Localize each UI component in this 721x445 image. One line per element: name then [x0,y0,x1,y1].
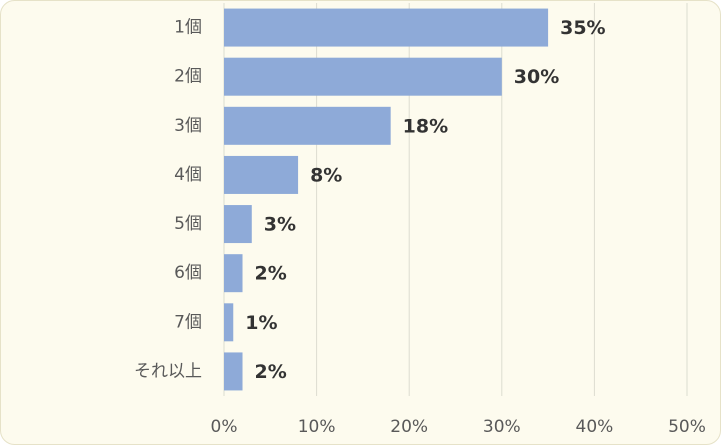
y-tick-label: 1個 [174,18,202,38]
bar [224,352,243,391]
value-label: 8% [310,164,342,186]
bar [224,8,549,47]
value-label: 18% [403,115,448,137]
bar [224,155,299,194]
y-tick-label: 5個 [174,214,202,234]
value-label: 35% [560,17,605,39]
bar [224,303,234,342]
bar [224,106,391,145]
y-tick-label: 3個 [174,116,202,136]
x-tick-label: 50% [668,417,706,437]
x-tick-label: 40% [576,417,614,437]
x-tick-label: 30% [483,417,521,437]
x-tick-label: 0% [211,417,238,437]
value-label: 30% [514,66,559,88]
bar [224,254,243,293]
value-label: 2% [255,263,287,285]
y-tick-label: 6個 [174,263,202,283]
value-label: 3% [264,214,296,236]
x-tick-label: 20% [390,417,428,437]
bar [224,57,502,96]
value-label: 1% [245,312,277,334]
x-tick-label: 10% [298,417,336,437]
y-tick-label: 7個 [174,312,202,332]
y-tick-label: 4個 [174,165,202,185]
value-label: 2% [255,361,287,383]
y-tick-label: 2個 [174,67,202,87]
bar [224,205,252,244]
y-tick-label: それ以上 [134,361,202,381]
